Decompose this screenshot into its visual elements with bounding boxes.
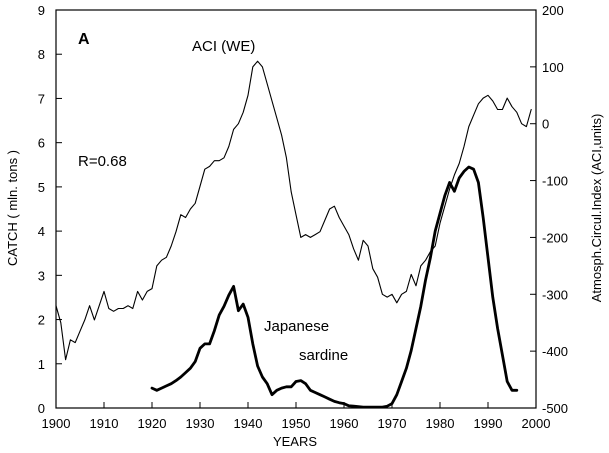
plot-border [55, 9, 537, 409]
x-axis-title: YEARS [273, 434, 317, 449]
y-axis-left: 0 1 2 3 4 5 6 7 8 9 [38, 3, 62, 416]
x-tick-label: 1940 [234, 416, 263, 431]
y-left-tick-label: 6 [38, 136, 45, 151]
y-left-tick-label: 8 [38, 47, 45, 62]
x-tick-label: 1930 [186, 416, 215, 431]
aci-series-label: ACI (WE) [192, 38, 255, 55]
y-left-tick-label: 0 [38, 401, 45, 416]
x-tick-label: 1990 [474, 416, 503, 431]
y-left-tick-label: 4 [38, 224, 45, 239]
y-left-tick-label: 5 [38, 180, 45, 195]
x-tick-label: 2000 [522, 416, 551, 431]
series-layer [55, 60, 532, 409]
y-left-tick-label: 3 [38, 268, 45, 283]
y-right-tick-label: 0 [542, 117, 549, 132]
y-left-tick-label: 9 [38, 3, 45, 18]
y-left-tick-label: 1 [38, 357, 45, 372]
y-right-tick-label: -500 [542, 401, 568, 416]
panel-label: A [78, 31, 90, 48]
x-tick-label: 1910 [90, 416, 119, 431]
plot-frame [55, 9, 537, 409]
x-tick-label: 1960 [330, 416, 359, 431]
y-right-tick-label: 200 [542, 3, 564, 18]
x-tick-label: 1920 [138, 416, 167, 431]
y-right-tick-label: -300 [542, 287, 568, 302]
sardine-series-line [150, 165, 519, 409]
y-axis-right-title: Atmosph.Circul.Index (ACI,units) [589, 114, 604, 303]
y-right-tick-label: -100 [542, 174, 568, 189]
y-left-tick-label: 2 [38, 313, 45, 328]
x-axis: 1900 1910 1920 1930 1940 1950 1960 1970 1980 1990… [42, 402, 551, 431]
x-tick-label: 1950 [282, 416, 311, 431]
y-right-tick-label: -200 [542, 230, 568, 245]
x-tick-label: 1900 [42, 416, 71, 431]
x-tick-label: 1980 [426, 416, 455, 431]
correlation-label: R=0.68 [78, 153, 127, 170]
y-axis-right: -500 -400 -300 -200 -100 0 100 200 [530, 3, 568, 416]
sardine-series-label-line2: sardine [299, 347, 348, 364]
y-axis-left-title: CATCH ( mln. tons ) [5, 150, 20, 266]
aci-series-line [55, 60, 532, 361]
y-right-tick-label: -400 [542, 344, 568, 359]
sardine-series-label-line1: Japanese [264, 318, 329, 335]
y-left-tick-label: 7 [38, 91, 45, 106]
x-tick-label: 1970 [378, 416, 407, 431]
y-right-tick-label: 100 [542, 60, 564, 75]
